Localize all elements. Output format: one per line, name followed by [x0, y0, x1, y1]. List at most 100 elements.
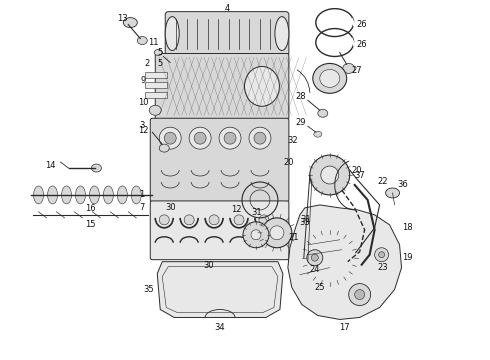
Text: 5: 5: [158, 48, 163, 57]
Text: 15: 15: [85, 220, 96, 229]
Text: 21: 21: [289, 233, 299, 242]
Text: 25: 25: [315, 283, 325, 292]
Ellipse shape: [159, 144, 169, 152]
Text: 13: 13: [117, 14, 128, 23]
Ellipse shape: [355, 289, 365, 300]
Text: 18: 18: [403, 223, 413, 232]
Ellipse shape: [251, 230, 261, 240]
Ellipse shape: [131, 186, 141, 204]
Ellipse shape: [209, 215, 219, 225]
Text: 16: 16: [85, 204, 96, 213]
Text: 12: 12: [231, 206, 242, 215]
Text: 31: 31: [252, 208, 262, 217]
Text: 20: 20: [283, 158, 294, 167]
Text: 10: 10: [138, 98, 148, 107]
Ellipse shape: [189, 127, 211, 149]
Ellipse shape: [159, 215, 169, 225]
Ellipse shape: [304, 232, 356, 284]
Text: 37: 37: [354, 171, 365, 180]
FancyBboxPatch shape: [155, 54, 289, 119]
Ellipse shape: [349, 284, 370, 306]
Ellipse shape: [245, 67, 279, 106]
Ellipse shape: [313, 63, 347, 93]
Ellipse shape: [254, 132, 266, 144]
Ellipse shape: [123, 18, 137, 28]
Text: 5: 5: [158, 59, 163, 68]
Polygon shape: [157, 262, 283, 318]
Ellipse shape: [165, 17, 179, 50]
Ellipse shape: [320, 69, 340, 87]
Ellipse shape: [62, 186, 72, 204]
Ellipse shape: [379, 252, 385, 258]
Text: 20: 20: [352, 166, 362, 175]
Text: 7: 7: [139, 203, 144, 212]
Text: 3: 3: [139, 121, 144, 130]
Ellipse shape: [275, 17, 289, 50]
Ellipse shape: [90, 186, 99, 204]
FancyBboxPatch shape: [150, 118, 289, 202]
Text: 29: 29: [295, 118, 306, 127]
Ellipse shape: [318, 246, 342, 270]
Bar: [145, 92, 167, 98]
Text: 35: 35: [144, 285, 154, 294]
Bar: [145, 82, 167, 88]
Text: 22: 22: [378, 177, 388, 186]
Text: 2: 2: [144, 59, 149, 68]
Ellipse shape: [234, 215, 244, 225]
Text: 14: 14: [45, 161, 55, 170]
Text: 23: 23: [378, 263, 388, 272]
Ellipse shape: [318, 109, 328, 117]
Ellipse shape: [343, 63, 355, 73]
Text: 32: 32: [287, 136, 298, 145]
Text: 17: 17: [340, 323, 350, 332]
Ellipse shape: [149, 105, 161, 115]
Ellipse shape: [75, 186, 85, 204]
Ellipse shape: [375, 248, 389, 262]
Ellipse shape: [154, 50, 162, 55]
Ellipse shape: [307, 250, 323, 266]
Ellipse shape: [103, 186, 113, 204]
Text: 19: 19: [403, 253, 413, 262]
Ellipse shape: [314, 131, 322, 137]
Text: 28: 28: [295, 92, 306, 101]
Ellipse shape: [164, 132, 176, 144]
FancyBboxPatch shape: [150, 201, 289, 260]
Text: 30: 30: [204, 261, 215, 270]
Text: 12: 12: [138, 126, 148, 135]
Text: 11: 11: [148, 38, 158, 47]
Ellipse shape: [386, 188, 399, 198]
Ellipse shape: [259, 215, 269, 225]
Ellipse shape: [137, 37, 147, 45]
FancyBboxPatch shape: [165, 12, 289, 55]
Ellipse shape: [310, 155, 350, 195]
Ellipse shape: [159, 127, 181, 149]
Ellipse shape: [48, 186, 57, 204]
Ellipse shape: [34, 186, 44, 204]
Ellipse shape: [224, 132, 236, 144]
Text: 33: 33: [299, 218, 310, 227]
Ellipse shape: [321, 166, 339, 184]
Text: 26: 26: [357, 40, 368, 49]
Text: 1: 1: [139, 190, 144, 199]
Ellipse shape: [262, 218, 292, 248]
Text: 31: 31: [300, 215, 311, 224]
Ellipse shape: [184, 215, 194, 225]
Text: 26: 26: [357, 20, 368, 29]
Ellipse shape: [243, 222, 269, 248]
Text: 4: 4: [224, 4, 230, 13]
Polygon shape: [288, 205, 401, 319]
Ellipse shape: [92, 164, 101, 172]
Bar: [145, 72, 167, 78]
Ellipse shape: [219, 127, 241, 149]
Text: 30: 30: [165, 203, 175, 212]
Ellipse shape: [270, 226, 284, 240]
Text: 36: 36: [397, 180, 408, 189]
Text: 34: 34: [215, 323, 225, 332]
Text: 27: 27: [352, 66, 362, 75]
Ellipse shape: [249, 127, 271, 149]
Ellipse shape: [194, 132, 206, 144]
Text: 24: 24: [310, 265, 320, 274]
Text: 9: 9: [141, 76, 146, 85]
Ellipse shape: [311, 254, 318, 261]
Ellipse shape: [118, 186, 127, 204]
